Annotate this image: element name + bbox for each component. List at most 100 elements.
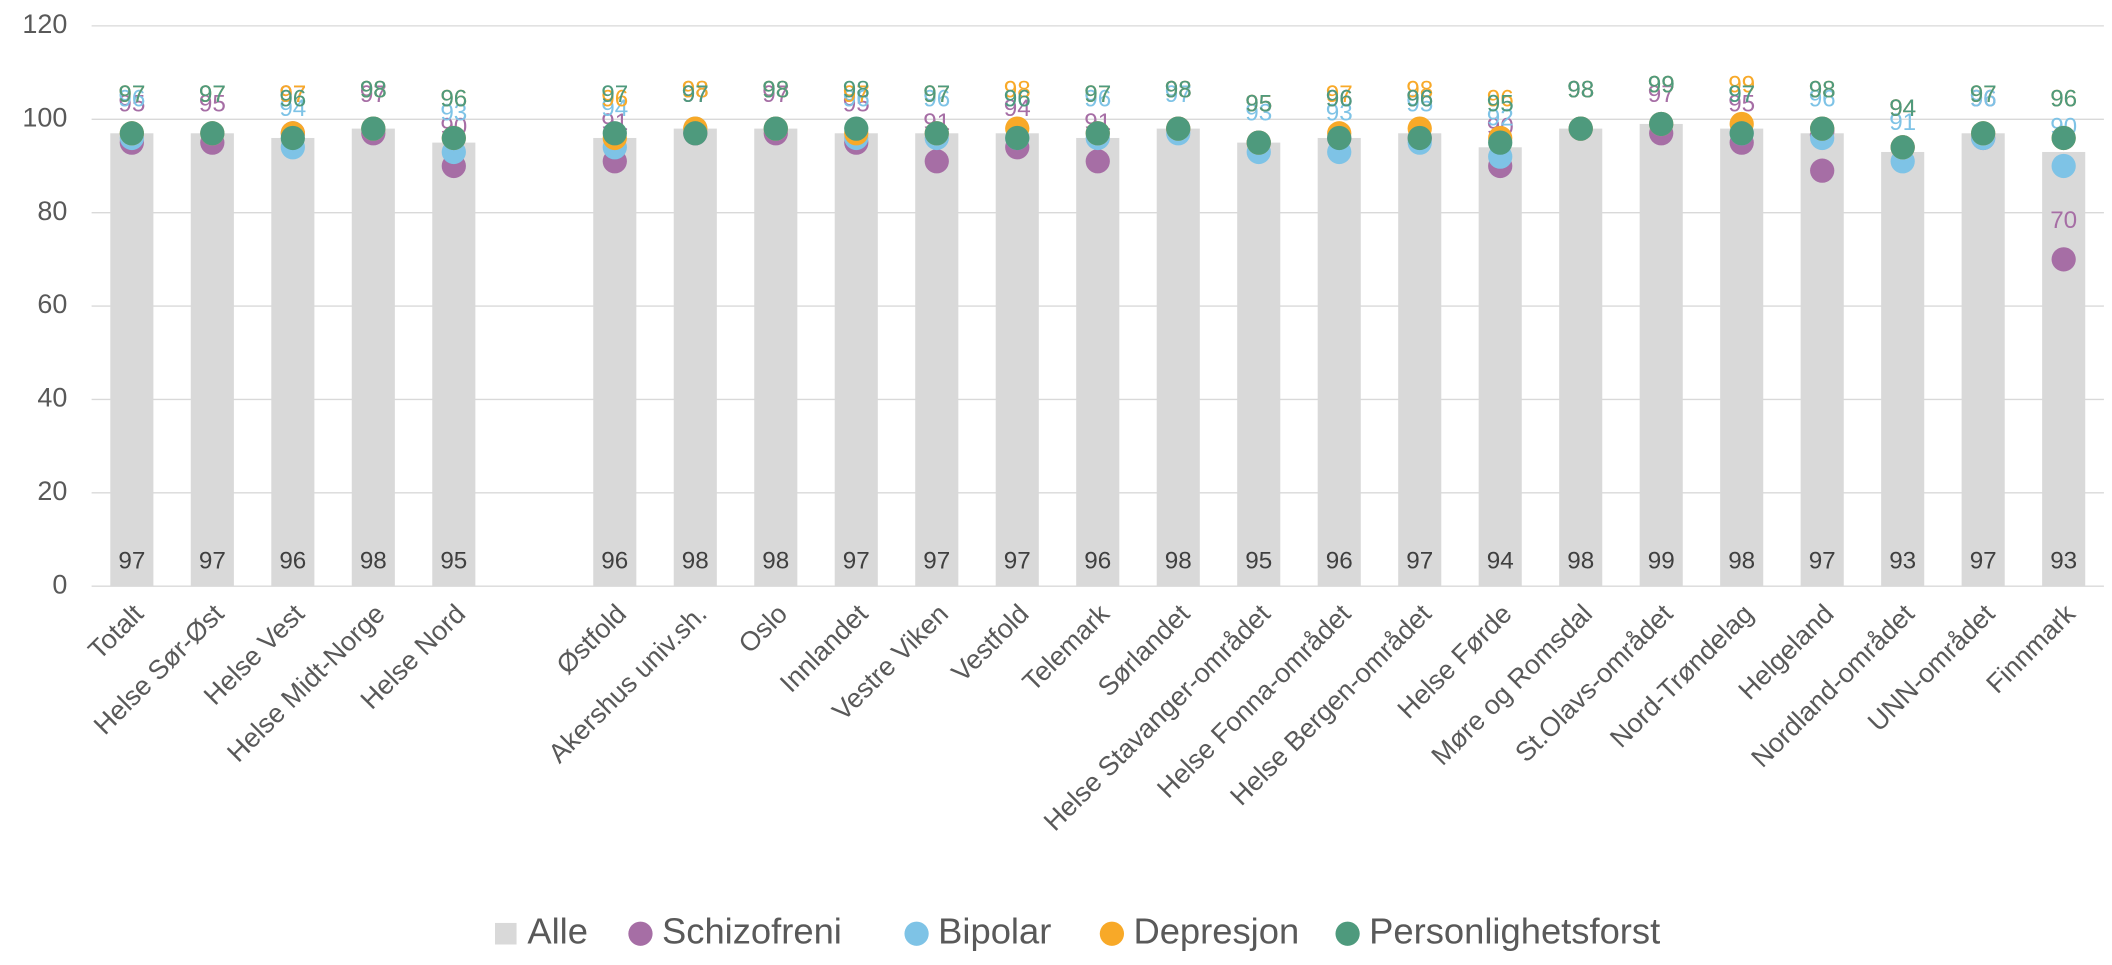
- point-value-label: 98: [762, 76, 789, 103]
- bar-value-label: 97: [1406, 547, 1433, 574]
- point-value-label: 98: [1567, 76, 1594, 103]
- bar-value-label: 97: [1809, 547, 1836, 574]
- bar: [190, 133, 234, 587]
- point-value-label: 94: [1889, 95, 1916, 122]
- point-value-label: 97: [279, 81, 306, 108]
- y-tick-label: 60: [37, 289, 67, 319]
- bar: [1559, 128, 1603, 587]
- point-value-label: 96: [1326, 86, 1353, 113]
- bar-value-label: 98: [762, 547, 789, 574]
- point-value-label: 97: [1084, 81, 1111, 108]
- point-value-label: 95: [118, 90, 145, 117]
- point-value-label: 97: [843, 81, 870, 108]
- point-value-label: 99: [1728, 72, 1755, 99]
- point-value-label: 95: [1406, 90, 1433, 117]
- legend-label: Personlighetsforst: [1369, 910, 1660, 951]
- point-value-label: 96: [279, 86, 306, 113]
- point-value-label: 97: [923, 81, 950, 108]
- bar-value-label: 98: [682, 547, 709, 574]
- point: [1729, 121, 1754, 146]
- point-value-label: 98: [1567, 76, 1594, 103]
- bar: [593, 137, 637, 587]
- bar: [110, 133, 154, 587]
- point: [1810, 158, 1835, 183]
- point-value-label: 96: [1326, 86, 1353, 113]
- bar-value-label: 96: [279, 547, 306, 574]
- point-value-label: 97: [682, 81, 709, 108]
- point-value-label: 95: [1245, 90, 1272, 117]
- point-value-label: 98: [1165, 76, 1192, 103]
- bar: [1076, 137, 1120, 587]
- point-value-label: 97: [1728, 81, 1755, 108]
- point: [200, 121, 225, 146]
- point-value-label: 97: [1728, 81, 1755, 108]
- legend-swatch: [904, 921, 929, 946]
- legend-swatch: [1099, 921, 1125, 946]
- point-value-label: 96: [440, 86, 467, 113]
- point-value-label: 96: [1487, 86, 1514, 113]
- point-value-label: 97: [279, 81, 306, 108]
- point: [1085, 149, 1110, 174]
- point-value-label: 96: [440, 86, 467, 113]
- bar-value-label: 99: [1648, 547, 1675, 574]
- point-value-label: 98: [1004, 76, 1031, 103]
- point-value-label: 96: [118, 86, 145, 113]
- bar: [1800, 133, 1844, 587]
- point-value-label: 96: [1084, 86, 1111, 113]
- bar: [834, 133, 878, 587]
- point-value-label: 97: [1165, 81, 1192, 108]
- bar-value-label: 93: [1889, 547, 1916, 574]
- legend-label: Bipolar: [938, 910, 1051, 951]
- bar: [1478, 147, 1522, 587]
- point: [602, 121, 627, 146]
- point-value-label: 96: [1809, 86, 1836, 113]
- bar-value-label: 97: [118, 547, 145, 574]
- point: [924, 121, 949, 146]
- point-value-label: 99: [1648, 72, 1675, 99]
- bar: [1720, 128, 1764, 587]
- point-value-label: 95: [1487, 90, 1514, 117]
- y-tick-label: 120: [22, 9, 67, 39]
- bar: [915, 133, 959, 587]
- point-value-label: 98: [1809, 76, 1836, 103]
- bar: [351, 128, 395, 587]
- x-tick-label: Østfold: [551, 599, 633, 681]
- point-value-label: 93: [1245, 100, 1272, 127]
- point: [1810, 116, 1835, 141]
- point-value-label: 95: [843, 90, 870, 117]
- bar: [1961, 133, 2005, 587]
- point-value-label: 98: [1809, 76, 1836, 103]
- x-tick-label: Totalt: [82, 598, 149, 665]
- point-value-label: 97: [199, 81, 226, 108]
- point-value-label: 94: [279, 95, 306, 122]
- point: [2051, 153, 2076, 179]
- bar-value-label: 94: [1487, 547, 1514, 574]
- bar-value-label: 95: [1245, 547, 1272, 574]
- point-value-label: 98: [360, 76, 387, 103]
- point-value-label: 91: [1889, 109, 1916, 136]
- point: [683, 121, 708, 146]
- point-value-label: 96: [601, 86, 628, 113]
- point-value-label: 98: [360, 76, 387, 103]
- point: [361, 116, 386, 141]
- point-value-label: 98: [360, 76, 387, 103]
- point-value-label: 97: [923, 81, 950, 108]
- point-value-label: 96: [843, 86, 870, 113]
- point-value-label: 97: [1084, 81, 1111, 108]
- point-value-label: 97: [682, 81, 709, 108]
- point: [280, 125, 305, 151]
- bar-value-label: 95: [440, 547, 467, 574]
- bar-value-label: 97: [843, 547, 870, 574]
- point-value-label: 97: [1970, 81, 1997, 108]
- point-value-label: 96: [1406, 86, 1433, 113]
- point: [1327, 125, 1352, 151]
- point-value-label: 94: [1889, 95, 1916, 122]
- legend-swatch: [1335, 921, 1360, 946]
- legend-label: Depresjon: [1133, 910, 1299, 951]
- bar: [754, 128, 798, 587]
- point: [1407, 125, 1432, 151]
- bar: [2042, 151, 2086, 587]
- bar-value-label: 93: [2050, 547, 2077, 574]
- bar: [1156, 128, 1200, 587]
- point: [763, 116, 788, 141]
